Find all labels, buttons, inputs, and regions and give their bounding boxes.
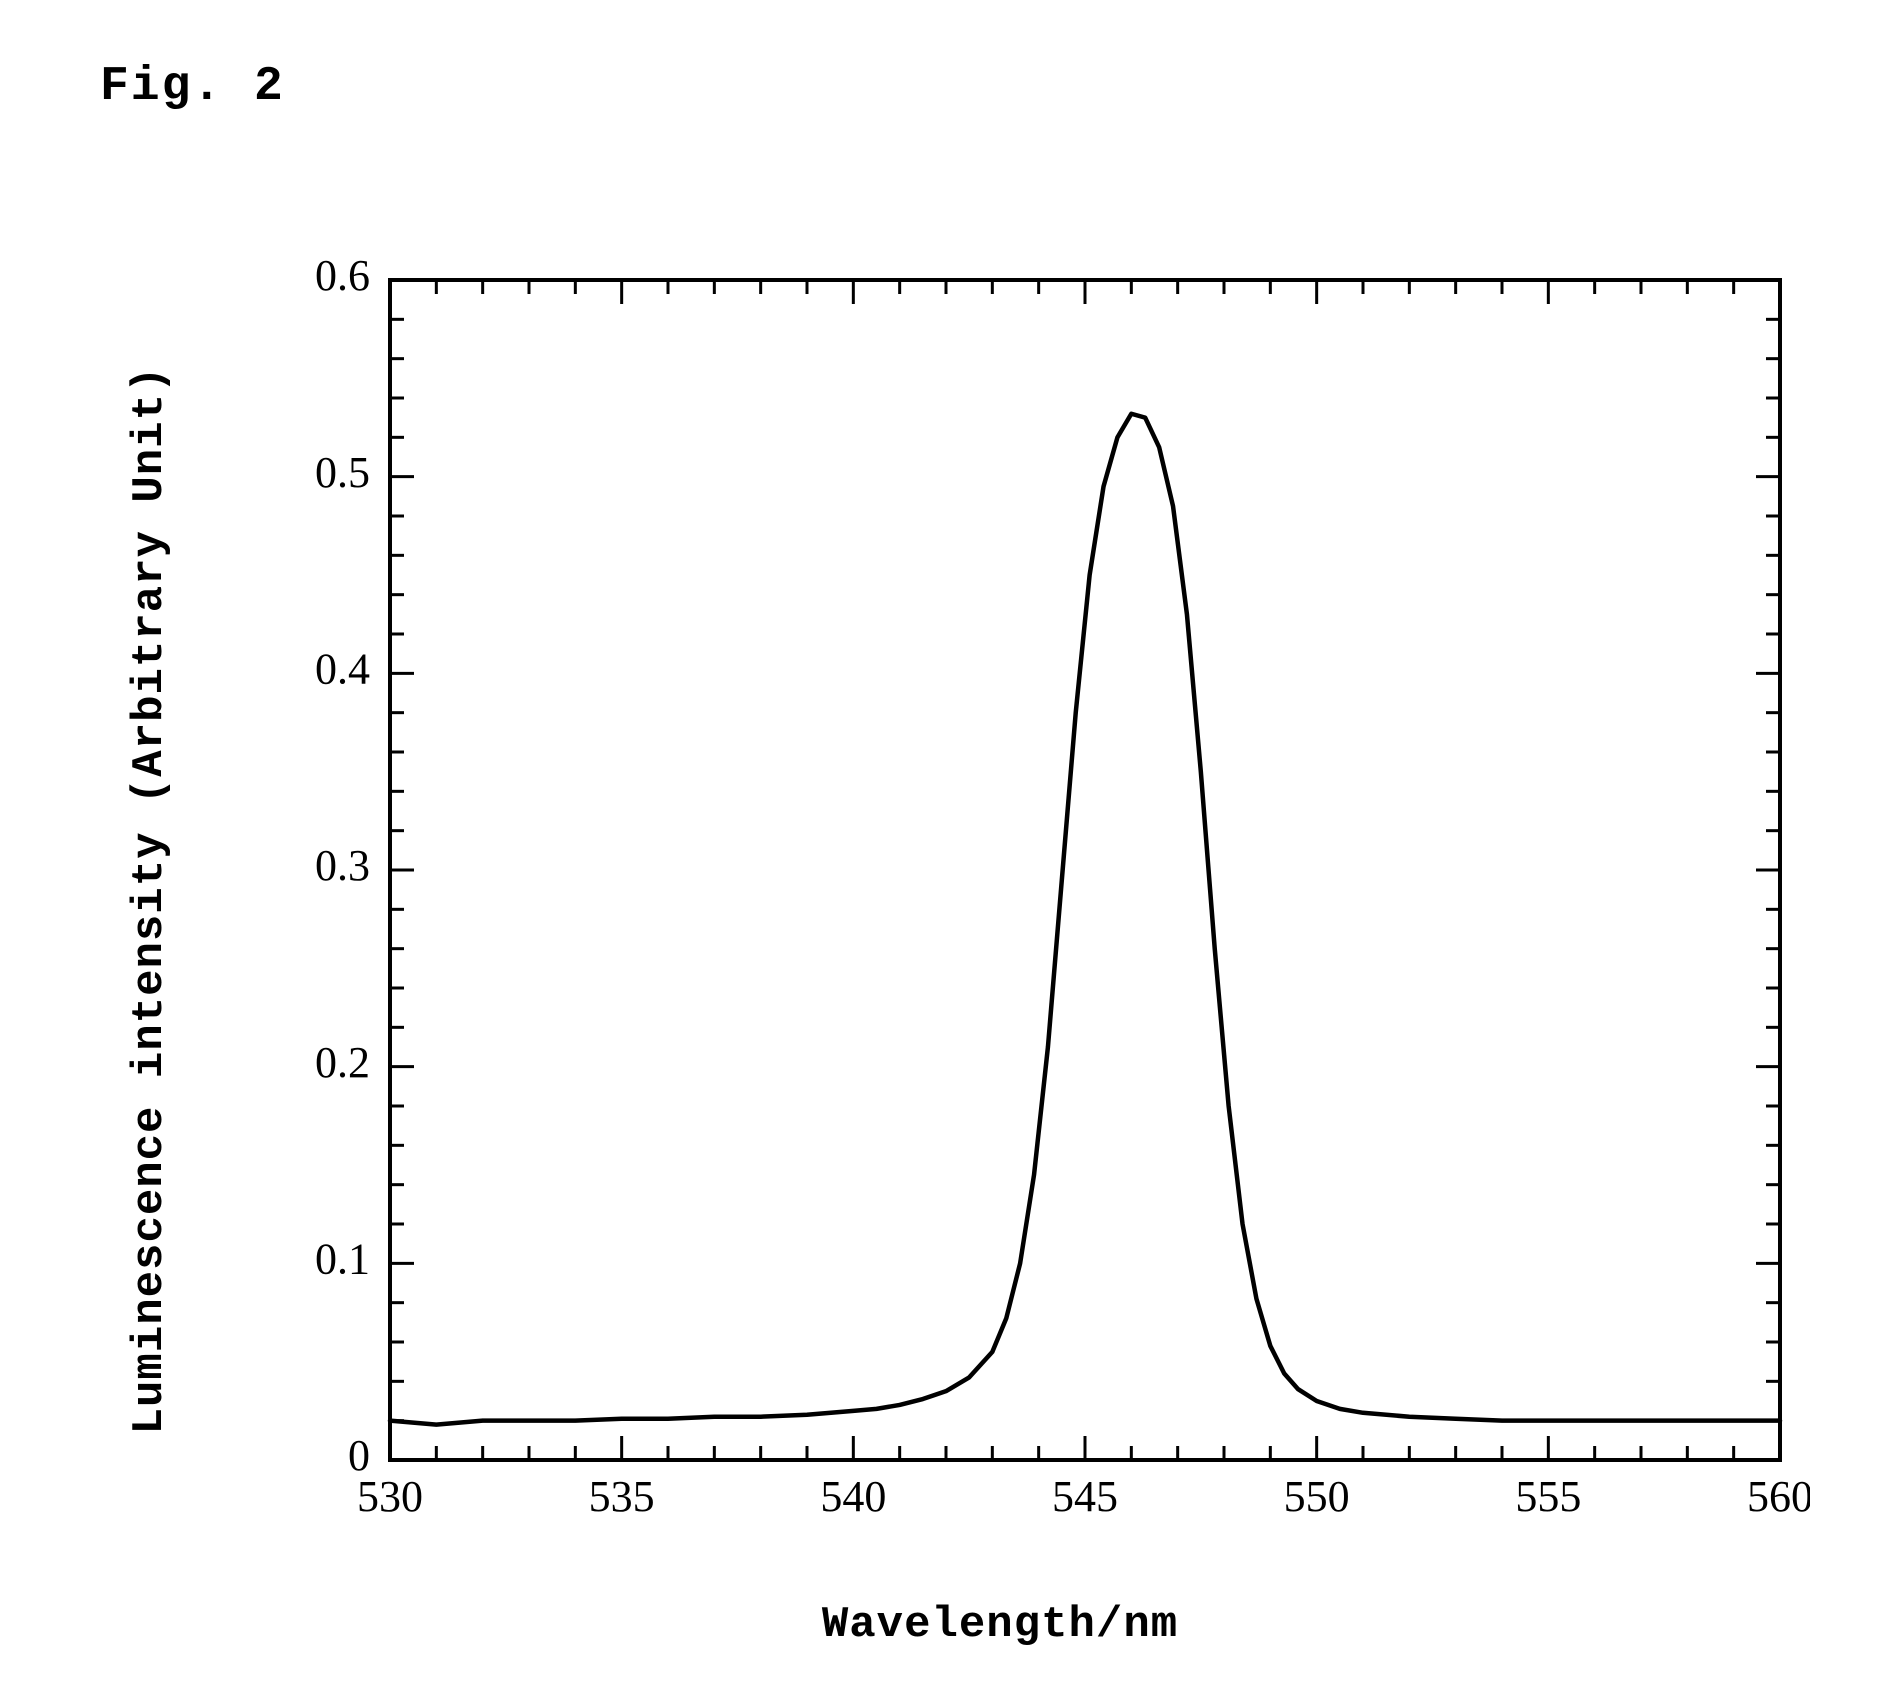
page: Fig. 2 Luminescence intensity (Arbitrary… [0, 0, 1897, 1705]
x-tick-label: 550 [1284, 1472, 1350, 1521]
x-tick-label: 540 [820, 1472, 886, 1521]
y-axis-label: Luminescence intensity (Arbitrary Unit) [125, 366, 175, 1435]
y-tick-label: 0.5 [315, 448, 370, 497]
x-tick-label: 535 [589, 1472, 655, 1521]
spectrum-chart: 53053554054555055556000.10.20.30.40.50.6 [210, 260, 1810, 1580]
y-tick-label: 0.4 [315, 644, 370, 693]
x-tick-label: 555 [1515, 1472, 1581, 1521]
x-tick-label: 545 [1052, 1472, 1118, 1521]
y-tick-label: 0 [348, 1431, 370, 1480]
figure-label: Fig. 2 [100, 60, 285, 114]
y-tick-label: 0.1 [315, 1234, 370, 1283]
y-tick-label: 0.3 [315, 841, 370, 890]
x-tick-label: 560 [1747, 1472, 1810, 1521]
y-tick-label: 0.2 [315, 1038, 370, 1087]
x-axis-label: Wavelength/nm [822, 1600, 1178, 1650]
chart-container: 53053554054555055556000.10.20.30.40.50.6 [210, 260, 1810, 1580]
y-tick-label: 0.6 [315, 260, 370, 300]
